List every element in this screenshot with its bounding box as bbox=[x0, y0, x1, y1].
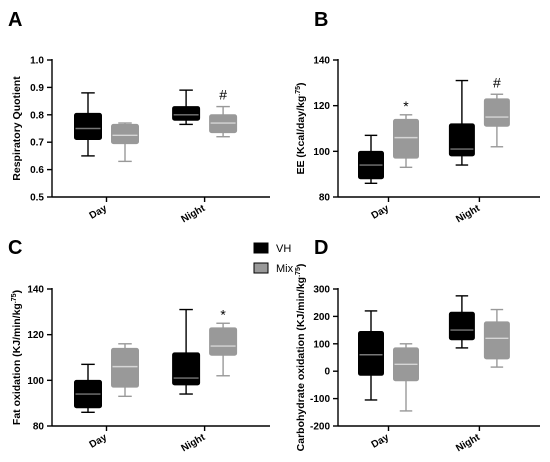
panel-letter: A bbox=[8, 9, 22, 31]
box-iqr bbox=[483, 98, 510, 127]
box-iqr bbox=[74, 112, 102, 140]
box-vh-night bbox=[172, 89, 201, 126]
box-vh-day bbox=[74, 92, 102, 157]
y-tick-label: -100 bbox=[310, 394, 330, 405]
panel-letter: B bbox=[314, 9, 328, 31]
panel-b: B 80 100 120 140 Day Night EE (Kcal/day/kg.75) *… bbox=[295, 9, 540, 225]
y-axis-label: EE (Kcal/day/kg.75) bbox=[295, 82, 307, 174]
x-tick-label-night: Night bbox=[454, 203, 482, 226]
legend-swatch-mix bbox=[253, 262, 269, 274]
box-mix-day bbox=[111, 343, 139, 398]
y-tick-label: 100 bbox=[313, 147, 330, 158]
y-tick-label: 100 bbox=[313, 339, 330, 350]
box-iqr bbox=[172, 106, 201, 121]
significance-marker: * bbox=[403, 98, 409, 114]
y-axis-label: Fat oxidation (KJ/min/kg.75) bbox=[11, 290, 23, 425]
x-tick-label-day: Day bbox=[370, 432, 392, 451]
box-mix-day bbox=[111, 122, 139, 163]
box-vh-day bbox=[358, 134, 384, 185]
box-iqr bbox=[358, 330, 384, 376]
y-tick-label: 200 bbox=[313, 312, 330, 323]
box-mix-night bbox=[209, 322, 238, 377]
box-iqr bbox=[111, 123, 139, 145]
box-iqr bbox=[209, 327, 238, 356]
y-tick-label: 0.5 bbox=[30, 193, 44, 204]
x-tick-label-day: Day bbox=[88, 203, 110, 222]
x-tick-label-night: Night bbox=[179, 432, 207, 455]
box-mix-day bbox=[393, 343, 419, 412]
y-tick-label: 0.6 bbox=[30, 165, 44, 176]
significance-marker: # bbox=[219, 87, 227, 103]
box-iqr bbox=[483, 321, 510, 360]
box-mix-day bbox=[393, 114, 419, 169]
y-tick-label: 80 bbox=[33, 422, 45, 433]
box-iqr bbox=[393, 118, 419, 159]
legend-label-mix: Mix bbox=[276, 263, 294, 275]
x-tick-label-day: Day bbox=[88, 432, 110, 451]
y-tick-label: 0 bbox=[324, 367, 330, 378]
x-tick-label-night: Night bbox=[454, 432, 482, 455]
y-tick-label: 300 bbox=[313, 285, 330, 296]
box-mix-night bbox=[483, 308, 510, 368]
y-tick-label: 0.8 bbox=[30, 110, 44, 121]
y-axis-label: Respiratory Quotient bbox=[11, 76, 23, 181]
y-tick-label: 100 bbox=[27, 376, 44, 387]
y-tick-label: 1.0 bbox=[30, 56, 44, 67]
x-tick-label-day: Day bbox=[370, 203, 392, 222]
panels: A 0.5 0.6 0.7 0.8 0.9 1.0 Day Night Respiratory Q… bbox=[8, 9, 540, 454]
box-vh-night bbox=[172, 308, 201, 395]
box-iqr bbox=[448, 123, 475, 157]
y-tick-label: 120 bbox=[313, 101, 330, 112]
box-vh-night bbox=[448, 295, 475, 349]
x-tick-label-night: Night bbox=[179, 203, 207, 226]
legend-label-vh: VH bbox=[276, 243, 291, 255]
y-tick-label: 140 bbox=[27, 285, 44, 296]
panel-a: A 0.5 0.6 0.7 0.8 0.9 1.0 Day Night Respiratory Q… bbox=[8, 9, 270, 225]
panel-d: D -200 -100 0 100 200 300 Day Night Carbohydrate … bbox=[295, 237, 540, 454]
panel-c: C 80 100 120 140 Day Night Fat oxidation (KJ/mi… bbox=[8, 237, 270, 454]
box-vh-day bbox=[358, 310, 384, 401]
box-vh-day bbox=[74, 363, 102, 413]
y-tick-label: 0.7 bbox=[30, 138, 44, 149]
y-axis-label: Carbohydrate oxidation (KJ/min/kg.75) bbox=[295, 264, 307, 452]
y-tick-label: 0.9 bbox=[30, 83, 44, 94]
panel-letter: D bbox=[314, 237, 328, 259]
box-iqr bbox=[448, 311, 475, 341]
y-tick-label: 140 bbox=[313, 56, 330, 67]
panel-letter: C bbox=[8, 237, 22, 259]
box-vh-night bbox=[448, 79, 475, 166]
box-mix-night bbox=[209, 105, 238, 138]
legend: VH Mix bbox=[253, 242, 294, 275]
box-iqr bbox=[111, 347, 139, 388]
y-tick-label: 120 bbox=[27, 330, 44, 341]
box-iqr bbox=[172, 352, 201, 386]
y-tick-label: 80 bbox=[319, 193, 331, 204]
y-tick-label: -200 bbox=[310, 422, 330, 433]
significance-marker: # bbox=[493, 74, 501, 90]
legend-swatch-vh bbox=[253, 242, 269, 254]
box-mix-night bbox=[483, 93, 510, 148]
significance-marker: * bbox=[220, 306, 226, 322]
